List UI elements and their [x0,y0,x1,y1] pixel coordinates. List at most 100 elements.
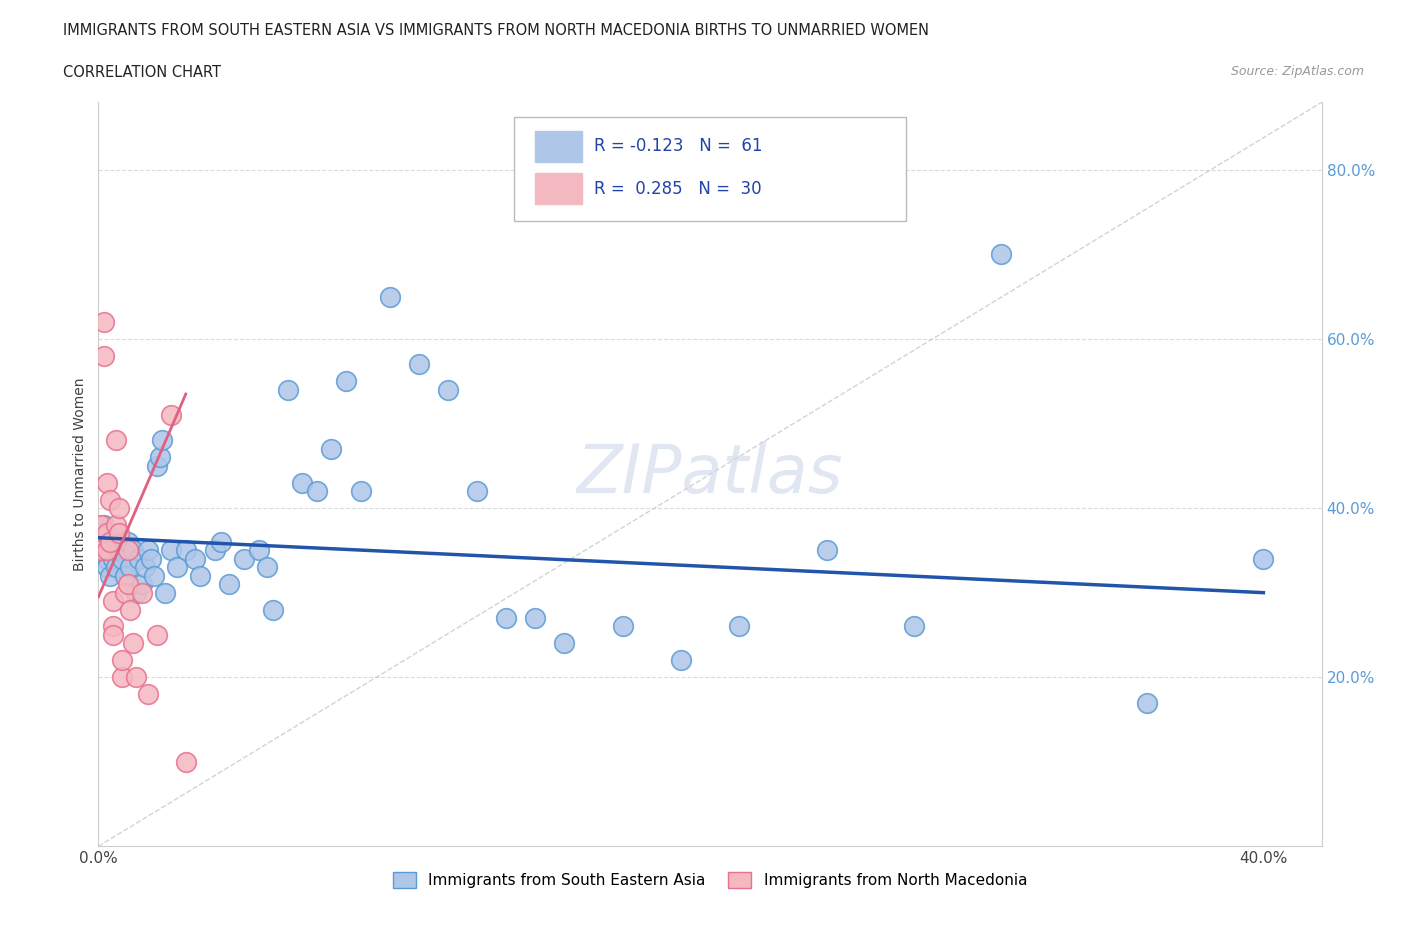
Point [291,475,314,490]
Point [104,518,127,533]
Point [117,535,139,550]
Point [495,611,517,626]
Point [131,577,153,591]
Text: CORRELATION CHART: CORRELATION CHART [63,65,221,80]
Point [120,560,142,575]
Point [815,543,838,558]
Point [145,458,167,473]
Point [233,551,256,566]
Point [125,585,148,600]
Point [408,357,430,372]
Point [183,551,205,566]
Point [149,450,172,465]
FancyBboxPatch shape [515,117,905,221]
Point [524,611,547,626]
Point [247,543,270,558]
Point [188,568,212,583]
Point [378,289,401,304]
Point [90,535,112,550]
Text: R =  0.285   N =  30: R = 0.285 N = 30 [593,179,762,197]
Point [90,518,112,533]
Point [262,602,284,617]
Point [101,619,124,634]
Point [90,526,112,541]
Point [98,535,121,550]
Point [1136,695,1159,710]
Point [93,535,115,550]
Point [101,593,124,608]
Point [990,247,1012,262]
Point [152,433,174,448]
Point [108,500,131,515]
Point [122,543,145,558]
Point [101,628,124,643]
Bar [536,130,582,162]
Point [122,636,145,651]
Point [98,568,121,583]
Point [160,543,183,558]
Legend: Immigrants from South Eastern Asia, Immigrants from North Macedonia: Immigrants from South Eastern Asia, Immi… [387,866,1033,895]
Point [553,636,575,651]
Point [218,577,240,591]
Point [96,526,118,541]
Point [98,543,121,558]
Point [305,484,328,498]
Point [111,653,134,668]
Point [903,619,925,634]
Point [117,543,139,558]
Point [174,543,197,558]
Point [120,602,142,617]
Point [166,560,188,575]
Point [321,442,343,457]
Point [90,543,112,558]
Point [96,475,118,490]
Point [96,560,118,575]
Point [155,585,177,600]
Point [101,551,124,566]
Point [174,754,197,769]
Point [256,560,278,575]
Point [104,433,127,448]
Point [98,492,121,507]
Point [131,585,153,600]
Point [114,568,136,583]
Point [139,551,162,566]
Point [728,619,751,634]
Point [93,349,115,364]
Y-axis label: Births to Unmarried Women: Births to Unmarried Women [73,378,87,571]
Point [136,686,159,701]
Point [465,484,488,498]
Point [669,653,692,668]
Point [160,407,183,422]
Point [108,526,131,541]
Point [136,543,159,558]
Point [125,670,148,684]
Point [104,560,127,575]
Point [335,374,357,389]
Point [437,382,460,397]
Point [111,551,134,566]
Point [96,551,118,566]
Point [111,670,134,684]
Point [277,382,299,397]
Point [93,314,115,329]
Point [142,568,165,583]
Point [128,551,150,566]
Point [93,518,115,533]
Text: ZIPatlas: ZIPatlas [576,442,844,507]
Text: IMMIGRANTS FROM SOUTH EASTERN ASIA VS IMMIGRANTS FROM NORTH MACEDONIA BIRTHS TO : IMMIGRANTS FROM SOUTH EASTERN ASIA VS IM… [63,23,929,38]
Text: Source: ZipAtlas.com: Source: ZipAtlas.com [1230,65,1364,78]
Point [90,543,112,558]
Point [114,585,136,600]
Point [145,628,167,643]
Point [612,619,634,634]
Point [349,484,371,498]
Point [96,543,118,558]
Point [108,543,131,558]
Point [101,535,124,550]
Point [204,543,226,558]
Point [134,560,156,575]
Point [209,535,232,550]
Bar [536,173,582,205]
Text: R = -0.123   N =  61: R = -0.123 N = 61 [593,138,762,155]
